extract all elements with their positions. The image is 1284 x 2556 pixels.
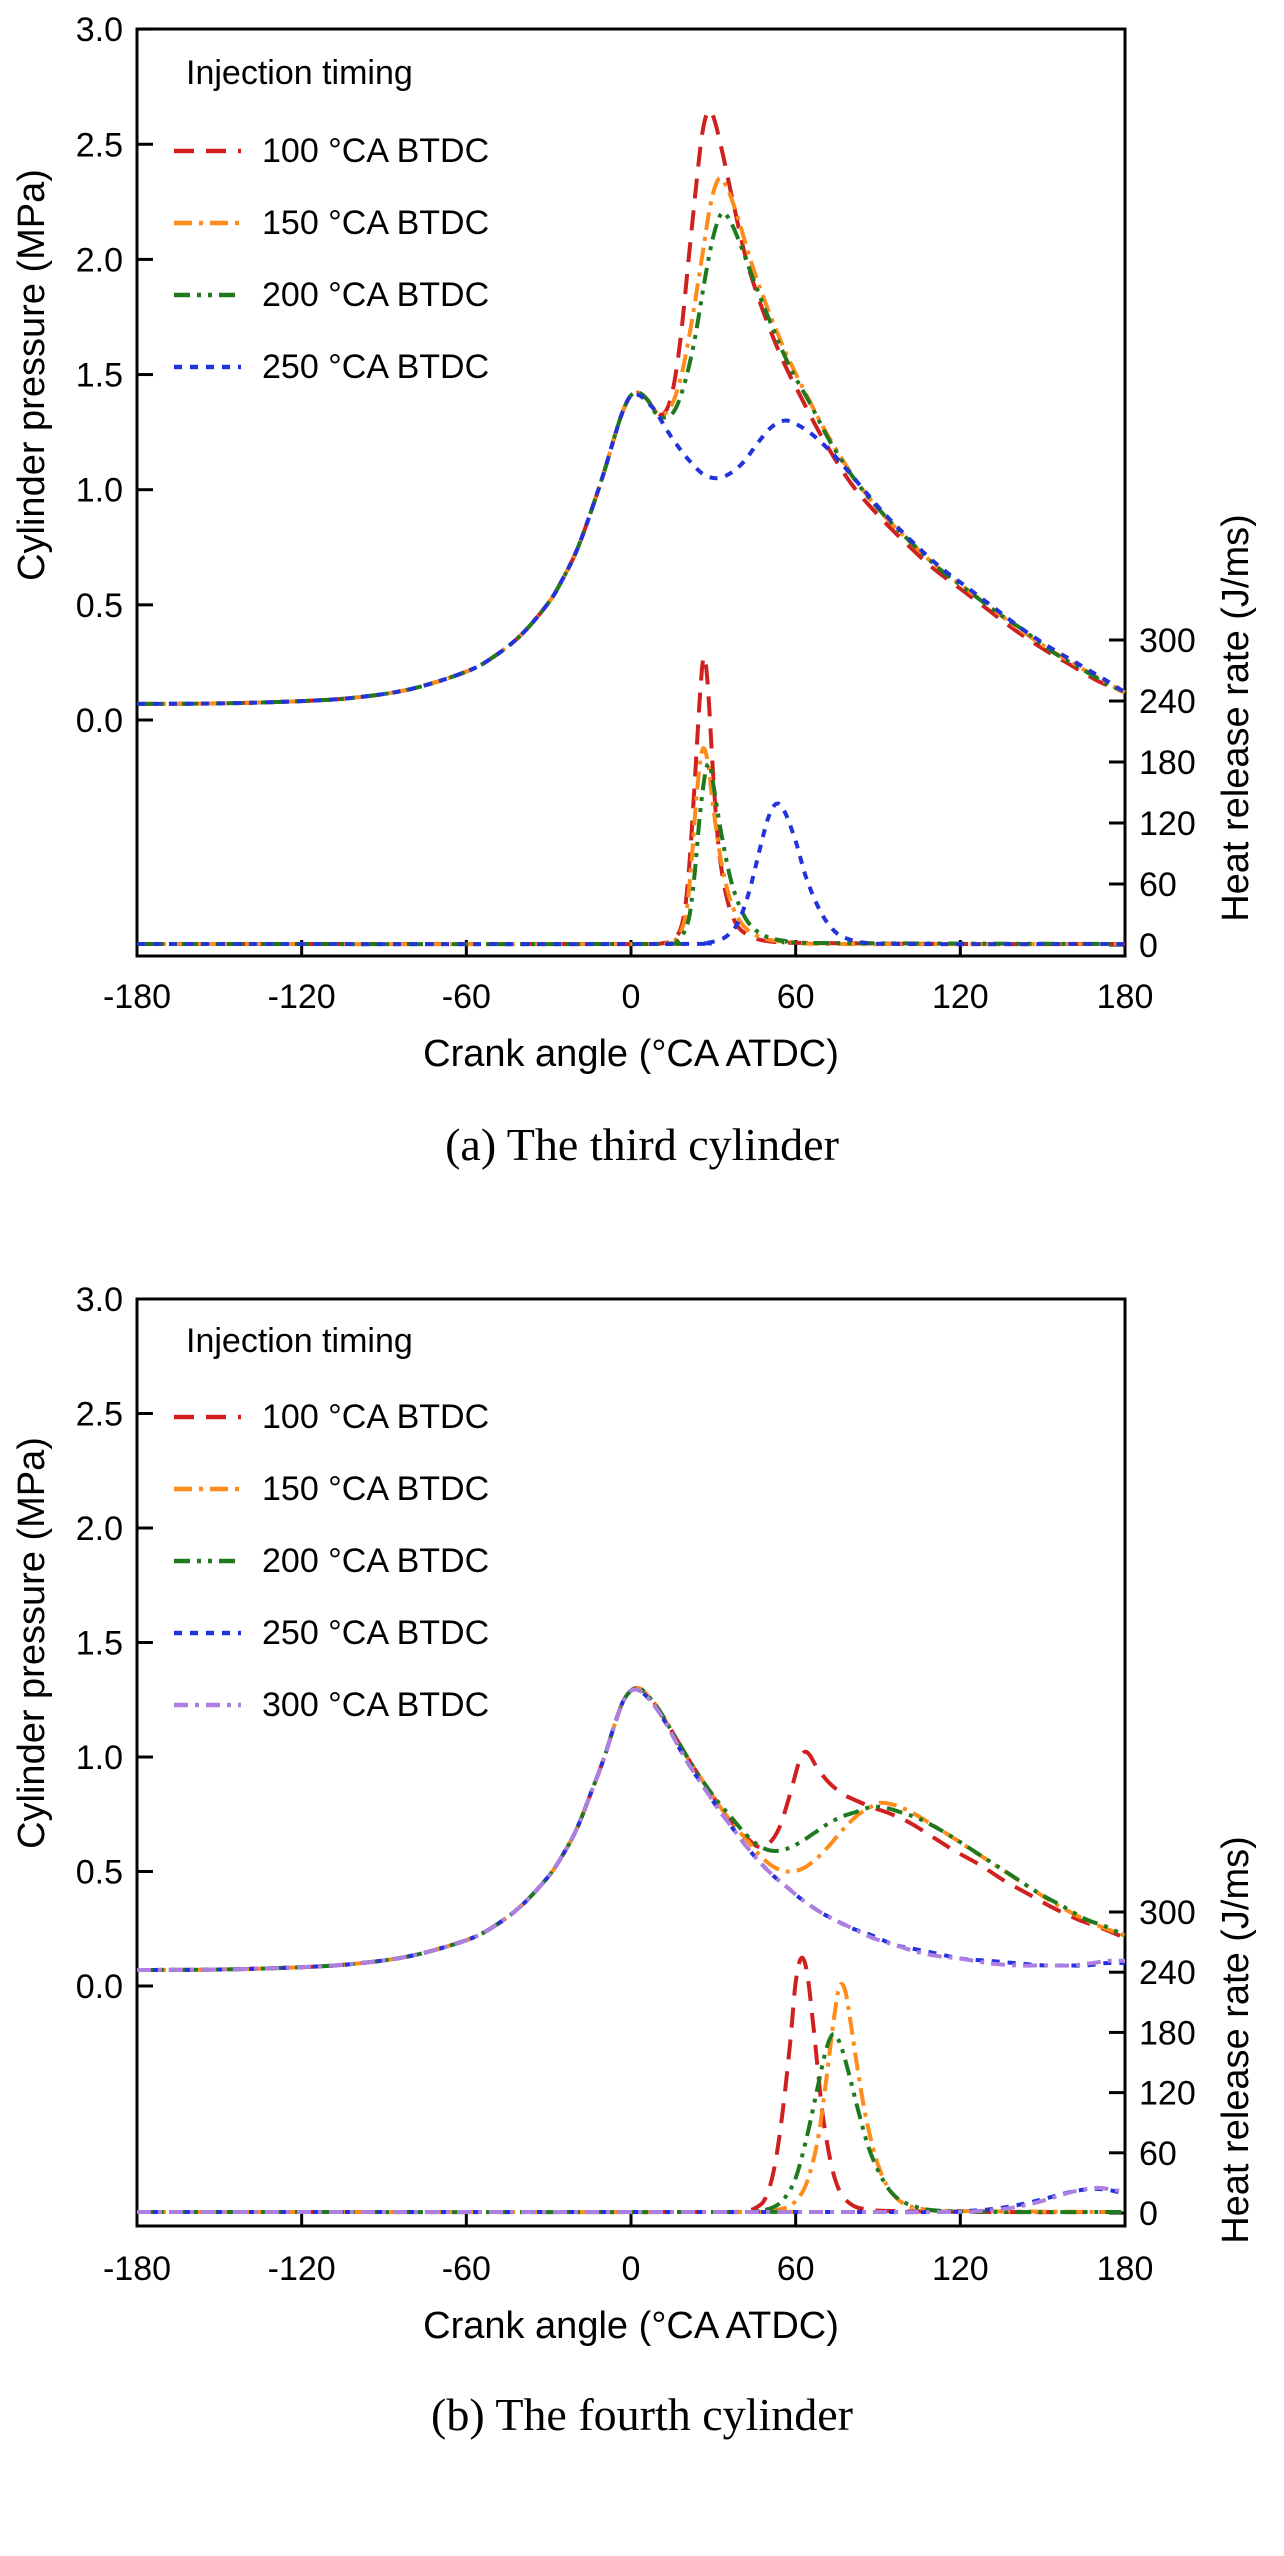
x-tick-label: 0 (622, 2250, 641, 2288)
x-tick-label: 60 (777, 2250, 815, 2288)
heat-release-curve-150-ca-btdc (136, 1981, 1126, 2215)
y-right-tick-label: 120 (1139, 2075, 1196, 2113)
pressure-curve-250-ca-btdc (136, 1687, 1126, 1972)
y-left-tick-label: 3.0 (76, 1281, 123, 1319)
y-right-tick-label: 0 (1139, 927, 1158, 965)
pressure-curve-150-ca-btdc (136, 1686, 1126, 1972)
x-tick-label: -60 (442, 2250, 491, 2288)
pressure-curve-200-ca-btdc (136, 1686, 1126, 1972)
y-right-tick-label: 240 (1139, 1954, 1196, 1992)
caption-a: (a) The third cylinder (445, 1119, 839, 1170)
y-left-tick-label: 1.0 (76, 472, 123, 510)
legend-entry-200-ca-btdc: 200 °CA BTDC (262, 276, 489, 314)
legend-entry-100-ca-btdc: 100 °CA BTDC (262, 132, 489, 170)
legend-entry-250-ca-btdc: 250 °CA BTDC (262, 1614, 489, 1652)
x-tick-label: -60 (442, 978, 491, 1016)
y-left-tick-label: 0.5 (76, 587, 123, 625)
y-left-tick-label: 0.5 (76, 1854, 123, 1892)
x-tick-label: -120 (268, 978, 336, 1016)
y-right-axis-title: Heat release rate (J/ms) (1215, 514, 1257, 922)
legend-title: Injection timing (186, 54, 413, 92)
x-tick-label: 0 (622, 978, 641, 1016)
y-left-tick-label: 1.5 (76, 357, 123, 395)
x-tick-label: 180 (1097, 978, 1154, 1016)
x-axis-title: Crank angle (°CA ATDC) (423, 2305, 839, 2347)
y-left-tick-label: 2.0 (76, 241, 123, 279)
y-left-tick-label: 2.5 (76, 126, 123, 164)
y-left-axis-title: Cylinder pressure (MPa) (11, 169, 53, 581)
y-left-tick-label: 0.0 (76, 1968, 123, 2006)
x-tick-label: 180 (1097, 2250, 1154, 2288)
legend-title: Injection timing (186, 1322, 413, 1360)
y-right-axis-title: Heat release rate (J/ms) (1215, 1836, 1257, 2244)
pressure-curve-150-ca-btdc (136, 176, 1126, 706)
y-right-tick-label: 300 (1139, 1894, 1196, 1932)
y-right-tick-label: 60 (1139, 866, 1177, 904)
chart-a: -180 -120 -60 0 60 120 180 0.0 0.5 1.0 1.5 2.0 2.5 3.… (11, 11, 1257, 1075)
chart-b: -180 -120 -60 0 60 120 180 0.0 0.5 1.0 1.5 2.0 2.5 3.… (11, 1281, 1257, 2347)
y-left-tick-label: 3.0 (76, 11, 123, 49)
y-left-tick-label: 1.5 (76, 1625, 123, 1663)
x-tick-label: 60 (777, 978, 815, 1016)
y-left-axis-title: Cylinder pressure (MPa) (11, 1437, 53, 1849)
legend-entry-250-ca-btdc: 250 °CA BTDC (262, 348, 489, 386)
heat-release-curve-250-ca-btdc (136, 801, 1126, 947)
x-tick-label: -180 (103, 978, 171, 1016)
heat-release-curve-200-ca-btdc (136, 2032, 1126, 2215)
x-tick-label: -120 (268, 2250, 336, 2288)
heat-release-curve-250-ca-btdc (137, 2186, 1126, 2215)
y-right-tick-label: 240 (1139, 683, 1196, 721)
y-right-tick-label: 180 (1139, 744, 1196, 782)
x-axis-title: Crank angle (°CA ATDC) (423, 1033, 839, 1075)
pressure-curve-100-ca-btdc (136, 1686, 1126, 1972)
x-tick-label: 120 (932, 978, 989, 1016)
heat-release-curve-150-ca-btdc (136, 746, 1126, 947)
legend-entry-150-ca-btdc: 150 °CA BTDC (262, 1470, 489, 1508)
pressure-curve-100-ca-btdc (136, 108, 1126, 706)
y-right-tick-label: 300 (1139, 622, 1196, 660)
y-left-tick-label: 0.0 (76, 702, 123, 740)
plot-frame (135, 1297, 1127, 2228)
y-right-tick-label: 60 (1139, 2135, 1177, 2173)
heat-release-curve-100-ca-btdc (137, 1955, 1126, 2215)
y-right-tick-label: 180 (1139, 2014, 1196, 2052)
x-tick-label: 120 (932, 2250, 989, 2288)
pressure-curve-200-ca-btdc (136, 210, 1126, 706)
heat-release-curve-300-ca-btdc (137, 2185, 1126, 2215)
y-left-tick-label: 1.0 (76, 1739, 123, 1777)
y-right-tick-label: 0 (1139, 2195, 1158, 2233)
pressure-curve-300-ca-btdc (136, 1687, 1126, 1972)
legend-entry-150-ca-btdc: 150 °CA BTDC (262, 204, 489, 242)
legend-entry-200-ca-btdc: 200 °CA BTDC (262, 1542, 489, 1580)
y-left-tick-label: 2.5 (76, 1396, 123, 1434)
y-right-tick-label: 120 (1139, 805, 1196, 843)
legend-entry-100-ca-btdc: 100 °CA BTDC (262, 1398, 489, 1436)
legend-entry-300-ca-btdc: 300 °CA BTDC (262, 1686, 489, 1724)
x-tick-label: -180 (103, 2250, 171, 2288)
pressure-curve-250-ca-btdc (136, 391, 1127, 706)
y-left-tick-label: 2.0 (76, 1510, 123, 1548)
heat-release-curve-200-ca-btdc (136, 761, 1126, 947)
caption-b: (b) The fourth cylinder (431, 2389, 853, 2440)
